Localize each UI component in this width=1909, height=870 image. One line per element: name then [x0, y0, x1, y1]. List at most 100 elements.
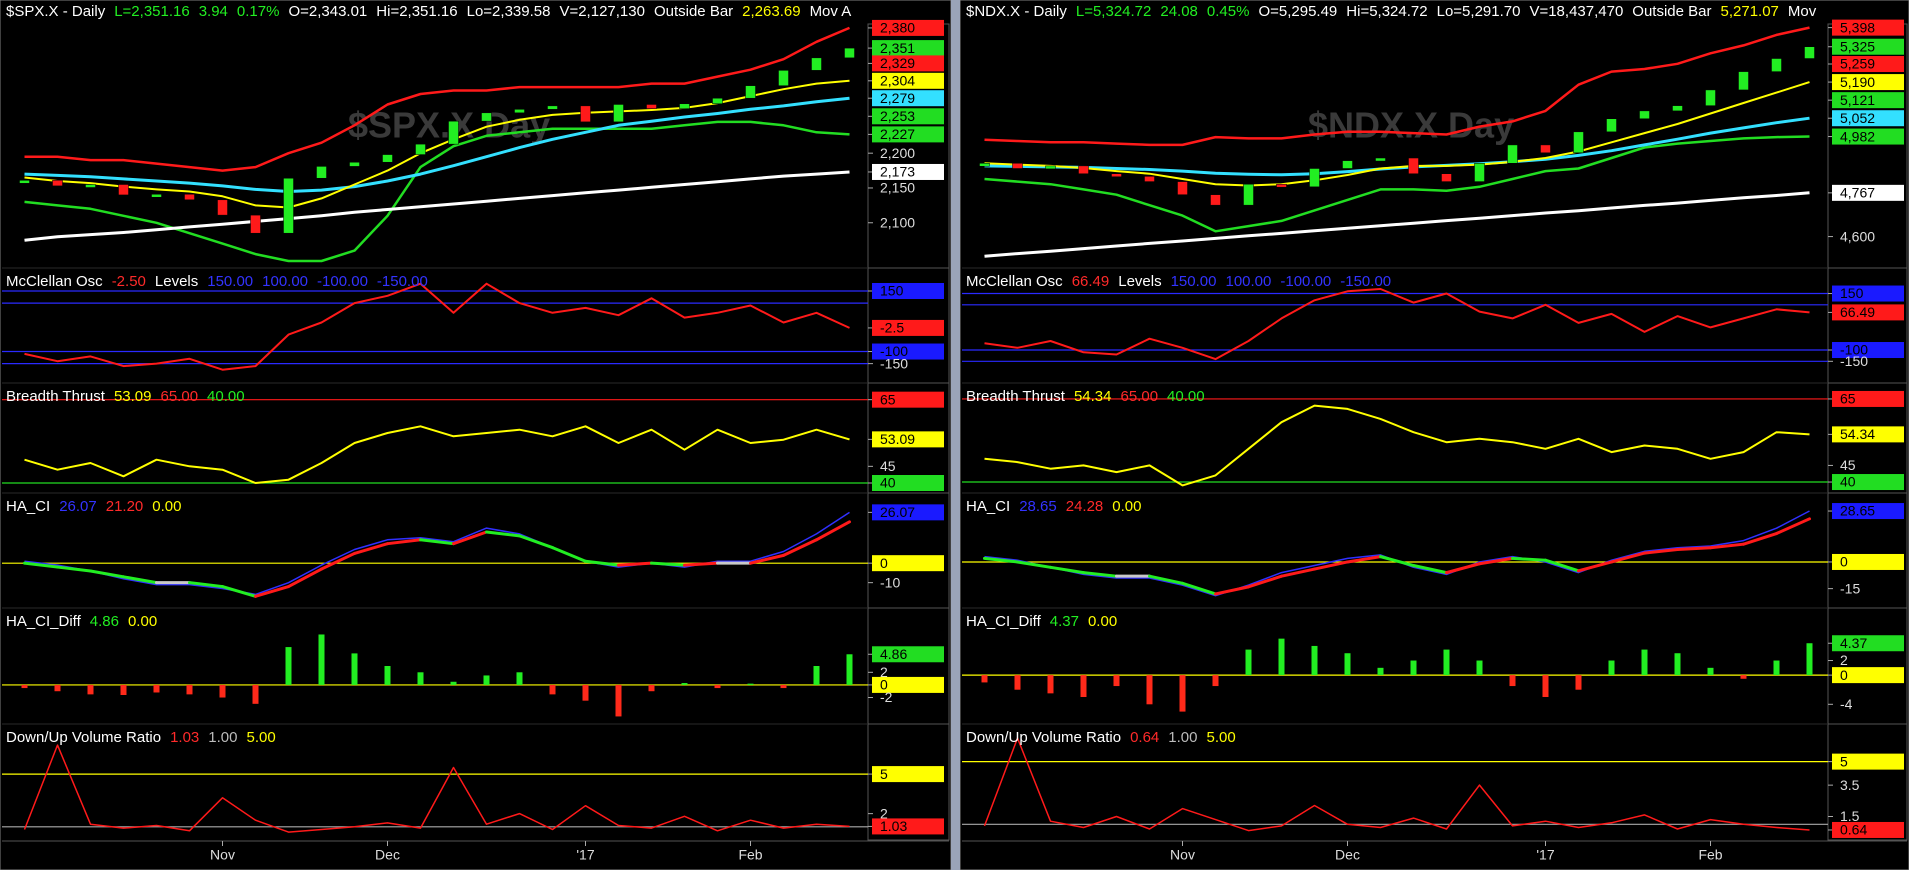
y-tick-label: -150 [1840, 353, 1868, 369]
candle [316, 166, 327, 179]
chart-window[interactable] [959, 0, 1909, 870]
bar [1278, 638, 1285, 676]
header-item: Outside Bar [1632, 3, 1711, 20]
bar [1542, 675, 1549, 698]
panel-label: Breadth Thrust [966, 388, 1066, 405]
value-tag [1832, 426, 1904, 443]
value-tag [1832, 390, 1904, 407]
candle [250, 214, 261, 234]
y-tick-label: 0 [880, 677, 888, 693]
value-tag [1832, 110, 1904, 127]
y-tick-label: 2,329 [880, 55, 915, 71]
candle [1045, 165, 1056, 170]
bar [384, 666, 391, 685]
window-content: $SPX.X Day2,3802,3512,3292,3042,2792,253… [2, 3, 950, 863]
bar [252, 684, 259, 704]
panel-label: HA_CI_Diff [966, 613, 1042, 630]
header-item: O=2,343.01 [288, 3, 367, 20]
candle [1804, 46, 1815, 59]
candle [1309, 168, 1320, 188]
value-tag [872, 283, 944, 299]
y-tick-label: 65 [880, 391, 896, 407]
candle [1012, 163, 1023, 169]
panel-label: 21.20 [106, 498, 144, 515]
value-tag [1832, 667, 1904, 684]
y-tick-label: 26.07 [880, 504, 915, 520]
value-tag [872, 72, 944, 89]
y-tick-label: 2,227 [880, 126, 915, 142]
y-tick-label: 2 [1840, 652, 1848, 668]
header-item: V=18,437,470 [1529, 3, 1623, 20]
value-tag [872, 90, 944, 107]
line-segment [1016, 560, 1052, 569]
value-tag [872, 646, 944, 663]
panel-label: 0.00 [1112, 498, 1141, 515]
series-line [24, 26, 850, 172]
line-segment [749, 553, 785, 565]
panel-label: 0.00 [152, 498, 181, 515]
x-tick-label: '17 [576, 847, 594, 863]
y-tick-label: 2 [880, 664, 888, 680]
value-tag [872, 766, 944, 783]
series-line [24, 96, 850, 193]
bar [615, 684, 622, 717]
header-item: 3.94 [199, 3, 228, 20]
line-segment [1412, 564, 1448, 575]
panel-label: 150.00 [207, 273, 253, 290]
line-segment [1775, 517, 1811, 536]
bar [1344, 653, 1351, 676]
line-segment [1346, 555, 1382, 564]
panel-label: Down/Up Volume Ratio [966, 729, 1121, 746]
value-tag [872, 504, 944, 521]
line-segment [1049, 565, 1085, 575]
axis-panel [1827, 723, 1908, 841]
window-divider[interactable] [951, 0, 960, 870]
line-segment [551, 546, 587, 563]
value-tag [872, 108, 944, 125]
line-segment [1478, 556, 1514, 566]
candle [1177, 181, 1188, 195]
value-tag [1832, 821, 1904, 838]
y-tick-label: -100 [880, 343, 908, 359]
candle [745, 85, 756, 99]
series-line [24, 79, 850, 209]
candle [1639, 110, 1650, 119]
candle [979, 163, 990, 167]
line-segment [1676, 546, 1712, 552]
y-tick-label: 45 [880, 458, 896, 474]
y-tick-label: 2,380 [880, 20, 915, 36]
header-item: 24.08 [1160, 3, 1198, 20]
panel-label: 5.00 [246, 729, 275, 746]
panel-label: 0.64 [1130, 729, 1159, 746]
bar [483, 675, 490, 685]
bar [648, 684, 655, 692]
bar [1806, 643, 1813, 676]
line-segment [485, 530, 521, 538]
series-line [984, 135, 1810, 233]
header-item: L=2,351.16 [114, 3, 190, 20]
y-tick-label: 2,253 [880, 108, 915, 124]
line-segment [1610, 551, 1646, 564]
line-segment [89, 569, 125, 579]
line-segment [617, 561, 653, 567]
header-item: Mov A [810, 3, 852, 20]
y-tick-label: 4,600 [1840, 228, 1875, 244]
value-tag [1832, 285, 1904, 302]
panel-label: 100.00 [1225, 273, 1271, 290]
candle [1672, 105, 1683, 112]
bar [813, 666, 820, 685]
panel-label: McClellan Osc [6, 273, 103, 290]
candle [382, 154, 393, 163]
value-tag [872, 818, 944, 835]
bar [87, 684, 94, 695]
bar [1113, 675, 1120, 687]
candle [514, 109, 525, 114]
bar [54, 684, 61, 692]
header-item: V=2,127,130 [559, 3, 645, 20]
candle [1738, 71, 1749, 91]
panel-label: 4.86 [90, 613, 119, 630]
bar [714, 684, 721, 689]
y-tick-label: 40 [880, 475, 896, 491]
y-tick-label: 4.37 [1840, 635, 1867, 651]
candle [1243, 183, 1254, 206]
